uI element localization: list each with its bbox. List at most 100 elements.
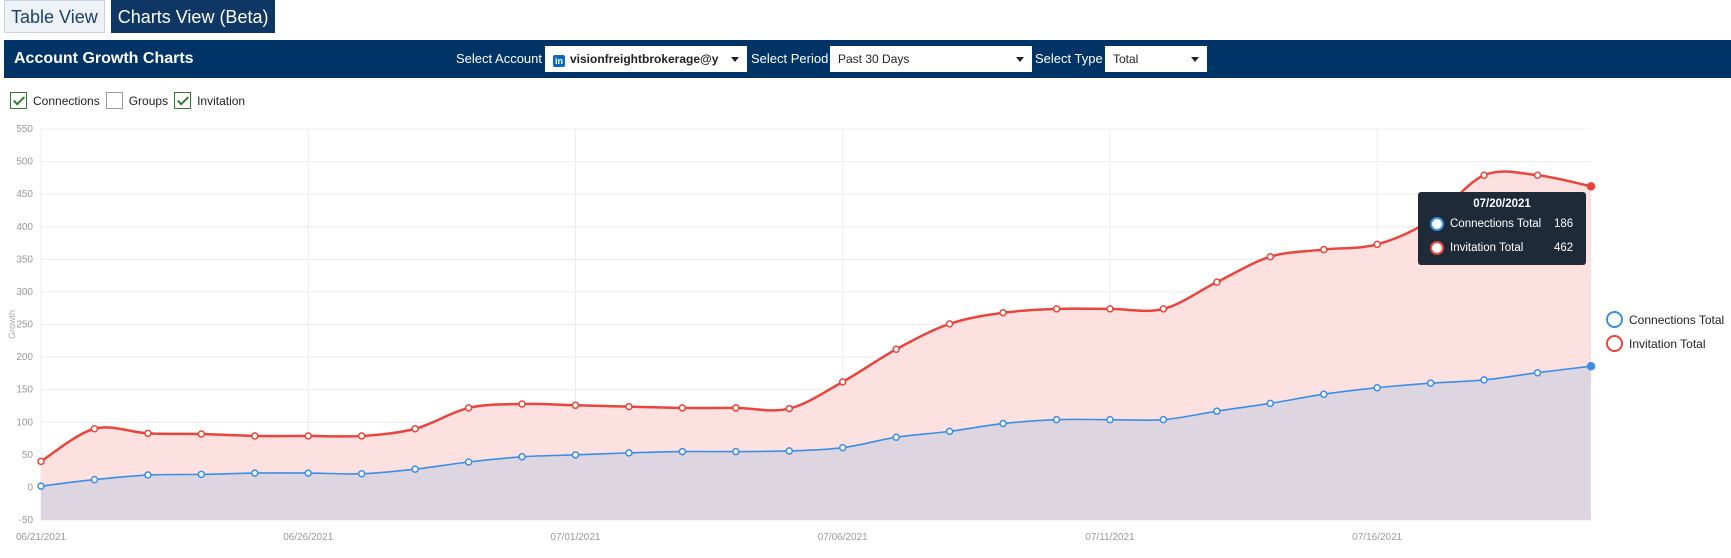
connections-point (625, 449, 633, 457)
invitation-point (464, 404, 473, 412)
invitation-point (37, 457, 45, 466)
connections-point (892, 433, 900, 441)
invitation-point (357, 432, 366, 440)
period-select-value: Past 30 Days (838, 52, 910, 66)
chevron-down-icon (731, 57, 739, 62)
y-tick-label: 250 (16, 320, 33, 331)
legend-item-invitation[interactable]: Invitation Total (1606, 335, 1706, 352)
view-tabs: Table View Charts View (Beta) (4, 0, 276, 33)
x-tick-label: 07/11/2021 (1085, 532, 1135, 543)
connections-point (1159, 415, 1168, 424)
tab-charts-view[interactable]: Charts View (Beta) (110, 0, 276, 33)
invitation-point (411, 425, 419, 433)
y-tick-label: 200 (16, 352, 33, 363)
invitation-point (144, 429, 152, 438)
groups-checkbox-label: Groups (128, 93, 169, 108)
invitation-point (197, 430, 206, 438)
account-select[interactable]: in visionfreightbrokerage@y (545, 46, 747, 72)
invitation-point (1052, 305, 1061, 313)
tooltip-connections-value: 186 (1554, 218, 1574, 230)
groups-checkbox[interactable] (105, 92, 123, 109)
chart-header-bar: Account Growth Charts Select Account in v… (4, 40, 1731, 78)
connections-point (144, 471, 152, 479)
connections-point (464, 458, 473, 466)
legend-item-connections[interactable]: Connections Total (1606, 311, 1724, 328)
invitation-checkbox-label: Invitation (197, 93, 246, 108)
account-label: Select Account (456, 51, 542, 66)
connections-point (1320, 390, 1328, 398)
y-tick-label: 400 (16, 222, 33, 233)
invitation-point (1373, 240, 1381, 249)
connections-point (518, 453, 526, 461)
connections-point (785, 447, 794, 455)
connections-point (304, 469, 312, 477)
type-label: Select Type (1035, 51, 1103, 66)
invitation-point (1533, 171, 1542, 180)
connections-checkbox[interactable] (10, 92, 27, 109)
connections-point (197, 470, 206, 479)
type-select[interactable]: Total (1105, 46, 1207, 72)
connections-area (41, 366, 1591, 520)
invitation-point (1106, 305, 1114, 313)
connections-line (40, 365, 1592, 487)
invitation-point (625, 402, 633, 411)
tooltip-row-invitation: Invitation Total (1430, 241, 1523, 255)
connections-point (1213, 407, 1221, 415)
circle-icon (1606, 311, 1623, 328)
connections-point (1533, 368, 1542, 377)
series-filter-row: Connections Groups Invitation (10, 92, 251, 109)
legend-invitation-label: Invitation Total (1629, 336, 1706, 351)
invitation-point (1266, 252, 1275, 261)
connections-point (357, 469, 366, 478)
y-tick-label: -50 (19, 515, 34, 526)
x-tick-label: 06/21/2021 (16, 532, 66, 543)
connections-point (1052, 415, 1061, 424)
connections-point (732, 447, 740, 456)
tooltip-connections-label: Connections Total (1450, 218, 1542, 230)
tooltip-invitation-label: Invitation Total (1450, 242, 1524, 254)
invitation-checkbox[interactable] (174, 92, 192, 109)
connections-point (1586, 361, 1596, 371)
y-tick-label: 100 (16, 417, 33, 428)
invitation-point (518, 400, 526, 408)
chevron-down-icon (1016, 57, 1024, 62)
connections-point (945, 427, 954, 436)
connections-point (838, 443, 847, 452)
y-tick-label: 450 (16, 189, 33, 200)
connections-point (411, 465, 419, 473)
y-tick-label: 350 (16, 254, 33, 265)
y-tick-label: 0 (27, 482, 33, 493)
account-select-value: visionfreightbrokerage@y (570, 52, 719, 66)
connections-point (1480, 376, 1488, 384)
invitation-point (90, 425, 99, 433)
period-label: Select Period (751, 51, 829, 66)
y-tick-label: 550 (16, 124, 33, 135)
connections-point (90, 475, 99, 484)
chart-tooltip: 07/20/2021 Connections Total 186 Invitat… (1418, 192, 1586, 265)
page-title: Account Growth Charts (14, 50, 194, 67)
tooltip-date: 07/20/2021 (1473, 198, 1531, 210)
x-tick-label: 07/01/2021 (550, 532, 600, 543)
invitation-point (1213, 278, 1221, 286)
invitation-point (571, 401, 580, 410)
invitation-point (892, 345, 900, 354)
tab-table-view[interactable]: Table View (4, 0, 105, 33)
invitation-point (1480, 171, 1488, 180)
legend-connections-label: Connections Total (1629, 312, 1725, 327)
tooltip-row-connections: Connections Total (1430, 217, 1541, 231)
connections-point (1106, 415, 1114, 424)
invitation-point (838, 378, 847, 386)
period-select[interactable]: Past 30 Days (830, 46, 1032, 72)
y-tick-label: 500 (16, 157, 33, 168)
invitation-point (678, 404, 687, 412)
y-axis-label: Growth (7, 310, 17, 339)
circle-icon (1606, 335, 1623, 352)
invitation-point (1586, 182, 1596, 191)
y-tick-label: 150 (16, 385, 33, 396)
invitation-point (999, 309, 1007, 317)
connections-point (251, 469, 259, 477)
x-tick-label: 07/06/2021 (818, 532, 868, 543)
connections-point (1373, 383, 1381, 392)
chevron-down-icon (1191, 57, 1199, 62)
